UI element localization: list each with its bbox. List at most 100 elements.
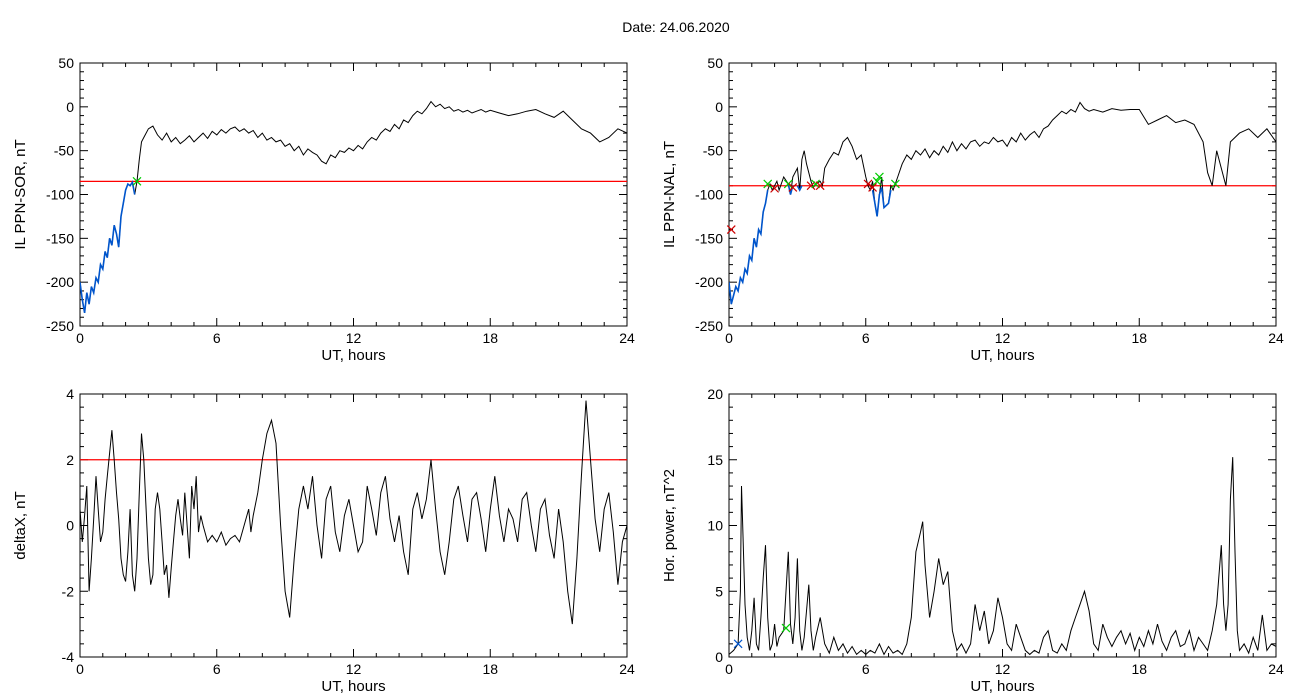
x-tick-label: 12	[346, 661, 362, 677]
y-tick-label: 20	[707, 386, 723, 402]
x-tick-label: 0	[76, 330, 84, 346]
marker-stroke	[811, 179, 821, 189]
y-tick-label: 50	[58, 55, 74, 71]
y-axis-label: Hor. power, nT^2	[661, 469, 678, 582]
x-tick-label: 12	[995, 330, 1011, 346]
marker-stroke	[781, 623, 791, 633]
marker-stroke	[770, 183, 780, 193]
marker-stroke	[890, 179, 900, 189]
marker-green	[783, 179, 793, 189]
marker-red	[868, 183, 878, 192]
y-tick-label: -200	[695, 274, 723, 290]
y-tick-label: -4	[62, 649, 75, 665]
x-tick-label: 12	[995, 661, 1011, 677]
highlight-segment	[729, 189, 769, 305]
marker-red	[788, 183, 798, 192]
x-tick-label: 18	[1131, 661, 1147, 677]
x-tick-label: 18	[482, 330, 498, 346]
x-tick-label: 24	[619, 661, 635, 677]
marker-stroke	[132, 176, 142, 186]
marker-green	[781, 623, 791, 633]
marker-stroke	[726, 225, 736, 234]
y-tick-label: 0	[715, 649, 723, 665]
marker-stroke	[863, 179, 873, 189]
y-axis-label: IL PPN-NAL, nT	[661, 141, 678, 248]
y-tick-label: 5	[715, 583, 723, 599]
panel-nal: 0 6 12 18 24 -250 -200 -150 -100 -50 0 50 UT, hours I…	[661, 55, 1284, 364]
y-tick-label: -150	[46, 230, 74, 246]
y-tick-label: 4	[66, 386, 74, 402]
axes-frame	[79, 62, 628, 327]
y-tick-label: 0	[715, 99, 723, 115]
marker-stroke	[763, 179, 773, 189]
x-axis-label: UT, hours	[970, 678, 1034, 695]
y-tick-label: -150	[695, 230, 723, 246]
y-tick-label: -200	[46, 274, 74, 290]
marker-stroke	[806, 181, 816, 191]
y-tick-label: 15	[707, 452, 723, 468]
y-tick-label: -2	[62, 583, 75, 599]
x-tick-label: 12	[346, 330, 362, 346]
marker-blue	[733, 639, 743, 649]
page-title: Date: 24.06.2020	[622, 19, 730, 35]
marker-stroke	[783, 179, 793, 189]
y-axis-label: IL PPN-SOR, nT	[12, 139, 29, 249]
marker-green	[890, 179, 900, 189]
series-line	[80, 100, 627, 313]
x-tick-label: 6	[213, 661, 221, 677]
panel-sor: 0 6 12 18 24 -250 -200 -150 -100 -50 0 50 UT, hours I…	[12, 55, 635, 364]
x-tick-label: 0	[76, 661, 84, 677]
x-tick-label: 0	[725, 661, 733, 677]
marker-stroke	[868, 183, 878, 192]
series-line	[729, 457, 1276, 656]
marker-stroke	[815, 181, 825, 191]
series-line	[80, 400, 627, 625]
x-axis-label: UT, hours	[321, 678, 385, 695]
marker-stroke	[788, 183, 798, 192]
x-tick-label: 6	[862, 330, 870, 346]
marker-green	[763, 179, 773, 189]
y-tick-label: 50	[707, 55, 723, 71]
marker-red	[770, 183, 780, 193]
series-line	[729, 101, 1276, 305]
x-tick-label: 18	[482, 661, 498, 677]
y-tick-label: 0	[66, 518, 74, 534]
x-axis-label: UT, hours	[321, 347, 385, 364]
x-tick-label: 18	[1131, 330, 1147, 346]
y-tick-label: 2	[66, 452, 74, 468]
marker-red	[815, 181, 825, 191]
highlight-segment	[80, 180, 136, 314]
x-tick-label: 6	[862, 661, 870, 677]
y-tick-label: -50	[703, 143, 723, 159]
x-tick-label: 24	[619, 330, 635, 346]
y-tick-label: 10	[707, 518, 723, 534]
x-tick-label: 24	[1268, 661, 1284, 677]
panel-power: 0 6 12 18 24 0 5 10 15 20 UT, hours Hor. power, nT^…	[661, 386, 1284, 695]
y-tick-label: 0	[66, 99, 74, 115]
y-tick-label: -250	[46, 318, 74, 334]
marker-green	[875, 172, 884, 182]
marker-red	[726, 225, 736, 234]
marker-stroke	[875, 172, 884, 182]
marker-red	[863, 179, 873, 189]
x-axis-label: UT, hours	[970, 347, 1034, 364]
y-tick-label: -100	[46, 187, 74, 203]
y-tick-label: -50	[54, 143, 74, 159]
marker-stroke	[872, 176, 882, 186]
highlight-segment	[871, 187, 892, 217]
x-tick-label: 24	[1268, 330, 1284, 346]
marker-green	[132, 176, 142, 186]
x-tick-label: 0	[725, 330, 733, 346]
marker-green	[811, 179, 821, 189]
y-tick-label: -100	[695, 187, 723, 203]
marker-green	[872, 176, 882, 186]
y-axis-label: deltaX, nT	[12, 491, 29, 559]
marker-stroke	[733, 639, 743, 649]
marker-red	[806, 181, 816, 191]
axes-frame	[728, 62, 1277, 327]
y-tick-label: -250	[695, 318, 723, 334]
highlight-segment	[796, 185, 803, 192]
x-tick-label: 6	[213, 330, 221, 346]
